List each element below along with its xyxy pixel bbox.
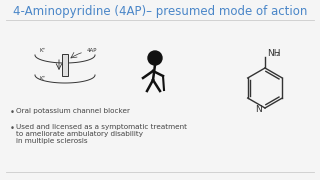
Text: N: N xyxy=(256,105,262,114)
Text: 4AP: 4AP xyxy=(87,48,98,53)
Text: Used and licensed as a symptomatic treatment
to ameliorate ambulatory disability: Used and licensed as a symptomatic treat… xyxy=(16,124,187,144)
Text: •: • xyxy=(10,108,15,117)
Text: 2: 2 xyxy=(275,52,279,57)
Text: 4-Aminopyridine (4AP)– presumed mode of action: 4-Aminopyridine (4AP)– presumed mode of … xyxy=(13,6,307,19)
Text: K⁺: K⁺ xyxy=(40,48,46,53)
Text: Oral potassium channel blocker: Oral potassium channel blocker xyxy=(16,108,130,114)
Text: NH: NH xyxy=(267,48,281,57)
Circle shape xyxy=(148,51,162,65)
Text: •: • xyxy=(10,124,15,133)
Bar xyxy=(62,54,68,76)
Text: K⁺: K⁺ xyxy=(40,76,46,82)
